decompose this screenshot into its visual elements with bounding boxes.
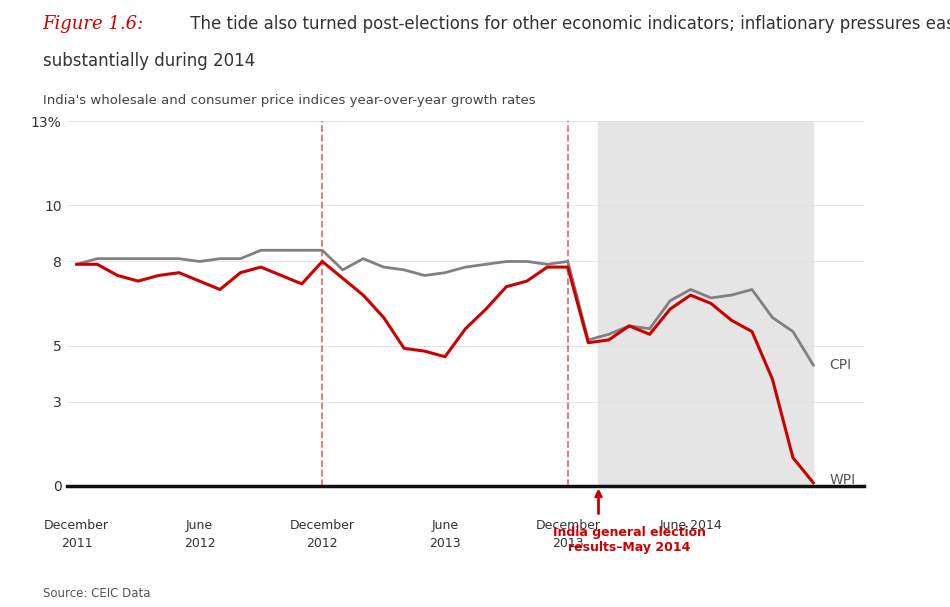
Text: India's wholesale and consumer price indices year-over-year growth rates: India's wholesale and consumer price ind…: [43, 94, 536, 107]
Text: 2013: 2013: [429, 537, 461, 551]
Text: Figure 1.6:: Figure 1.6:: [43, 15, 144, 33]
Text: The tide also turned post-elections for other economic indicators; inflationary : The tide also turned post-elections for …: [185, 15, 950, 33]
Text: June 2014: June 2014: [659, 519, 722, 532]
Text: December: December: [290, 519, 354, 532]
Text: Source: CEIC Data: Source: CEIC Data: [43, 587, 150, 600]
Text: 2011: 2011: [61, 537, 92, 551]
Text: 2012: 2012: [183, 537, 216, 551]
Text: India general election
results–May 2014: India general election results–May 2014: [553, 526, 706, 554]
Text: substantially during 2014: substantially during 2014: [43, 52, 255, 70]
Text: CPI: CPI: [829, 358, 852, 372]
Text: 2012: 2012: [307, 537, 338, 551]
Text: WPI: WPI: [829, 473, 856, 487]
Bar: [598, 121, 813, 486]
Text: December: December: [535, 519, 600, 532]
Text: June: June: [431, 519, 459, 532]
Text: June: June: [186, 519, 213, 532]
Text: December: December: [45, 519, 109, 532]
Text: 2013: 2013: [552, 537, 583, 551]
